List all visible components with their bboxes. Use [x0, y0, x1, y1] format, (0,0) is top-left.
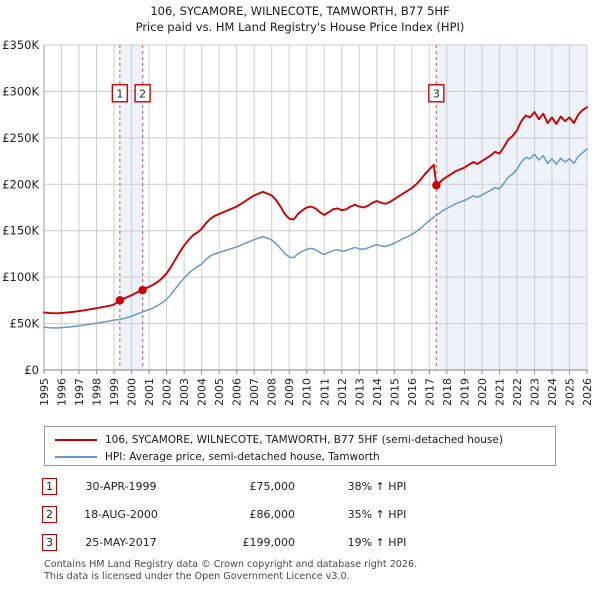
price-history-chart: £0 £50K £100K £150K £200K £250K £300K £350K 1995…: [2, 38, 594, 406]
legend-label-property: 106, SYCAMORE, WILNECOTE, TAMWORTH, B77 …: [105, 433, 503, 446]
legend-swatch-property: [55, 438, 97, 441]
txn-hpi-1: 38% ↑ HPI: [347, 479, 407, 493]
txn-badge-1: 1: [42, 477, 57, 495]
txn-date-2: 18-AUG-2000: [84, 507, 158, 521]
chart-legend: 106, SYCAMORE, WILNECOTE, TAMWORTH, B77 …: [44, 426, 556, 466]
y-tick-label: £0: [24, 363, 39, 377]
x-tick-label: 1999: [108, 378, 121, 406]
x-tick-label: 2014: [371, 378, 384, 406]
marker-box-1: [111, 84, 129, 103]
legend-label-hpi: HPI: Average price, semi-detached house,…: [105, 450, 380, 463]
title-line-1: 106, SYCAMORE, WILNECOTE, TAMWORTH, B77 …: [150, 4, 450, 18]
x-tick-label: 1995: [38, 378, 51, 406]
marker-label-1: 1: [116, 87, 123, 100]
x-tick-label: 1998: [91, 378, 104, 406]
x-tick-label: 2024: [546, 378, 559, 406]
sale-point-2: [138, 285, 147, 295]
x-tick-label: 2004: [196, 378, 209, 406]
y-tick-label: £200K: [2, 177, 39, 191]
footer-attribution: Contains HM Land Registry data © Crown c…: [44, 559, 584, 582]
x-tick-label: 2013: [353, 378, 366, 406]
table-row: 1 30-APR-1999 £75,000 38% ↑ HPI: [42, 472, 472, 500]
y-tick-label: £150K: [2, 224, 39, 238]
x-tick-label: 2009: [283, 378, 296, 406]
x-tick-label: 1997: [73, 378, 86, 406]
title-line-2: Price paid vs. HM Land Registry's House …: [135, 20, 465, 34]
x-tick-label: 2015: [388, 378, 401, 406]
x-tick-label: 2016: [406, 378, 419, 406]
table-row: 2 18-AUG-2000 £86,000 35% ↑ HPI: [42, 500, 472, 528]
txn-date-3: 25-MAY-2017: [85, 535, 157, 549]
y-tick-label: £250K: [2, 131, 39, 145]
txn-badge-2: 2: [42, 505, 57, 523]
y-tick-label: £100K: [2, 270, 39, 284]
legend-item-property: 106, SYCAMORE, WILNECOTE, TAMWORTH, B77 …: [51, 431, 555, 448]
x-tick-label: 2000: [126, 378, 139, 406]
txn-price-1: £75,000: [249, 479, 296, 493]
txn-price-3: £199,000: [242, 535, 296, 549]
x-tick-label: 2006: [231, 378, 244, 406]
x-tick-label: 2018: [441, 378, 454, 406]
x-tick-label: 2012: [336, 378, 349, 406]
sale-point-1: [115, 296, 125, 305]
txn-badge-3: 3: [42, 533, 57, 551]
marker-box-2: [134, 84, 151, 103]
txn-hpi-2: 35% ↑ HPI: [347, 507, 407, 521]
x-tick-label: 2001: [143, 378, 156, 406]
txn-date-1: 30-APR-1999: [85, 479, 157, 493]
x-tick-label: 2003: [178, 378, 191, 406]
y-tick-label: £300K: [2, 84, 39, 98]
y-tick-label: £350K: [2, 38, 39, 52]
property-price-line: [43, 106, 588, 315]
x-tick-label: 2021: [493, 378, 506, 406]
sale-point-3: [432, 181, 441, 190]
txn-hpi-3: 19% ↑ HPI: [347, 535, 407, 549]
y-tick-label: £50K: [10, 317, 40, 331]
x-tick-label: 2026: [581, 378, 594, 406]
legend-item-hpi: HPI: Average price, semi-detached house,…: [51, 448, 555, 465]
x-tick-label: 2022: [511, 378, 524, 406]
legend-swatch-hpi: [55, 455, 97, 458]
marker-label-2: 2: [139, 87, 146, 100]
x-tick-label: 2007: [248, 378, 261, 406]
x-tick-label: 2020: [476, 378, 489, 406]
x-tick-label: 2002: [161, 378, 174, 406]
transactions-table: 1 30-APR-1999 £75,000 38% ↑ HPI 2 18-AUG…: [42, 472, 472, 556]
x-tick-label: 1996: [56, 378, 69, 406]
x-tick-label: 2019: [458, 378, 471, 406]
hpi-average-line: [43, 148, 588, 329]
x-tick-label: 2011: [318, 378, 331, 406]
marker-label-3: 3: [433, 87, 440, 100]
x-tick-label: 2010: [301, 378, 314, 406]
marker-box-3: [428, 84, 445, 103]
footer-line-2: This data is licensed under the Open Gov…: [44, 570, 350, 582]
x-tick-label: 2025: [563, 378, 576, 406]
shaded-band-2: [436, 45, 587, 370]
table-row: 3 25-MAY-2017 £199,000 19% ↑ HPI: [42, 528, 472, 556]
footer-line-1: Contains HM Land Registry data © Crown c…: [44, 559, 418, 570]
txn-price-2: £86,000: [249, 507, 296, 521]
page-title: 106, SYCAMORE, WILNECOTE, TAMWORTH, B77 …: [0, 3, 600, 35]
x-tick-label: 2008: [266, 378, 279, 406]
x-tick-label: 2005: [213, 378, 226, 406]
x-tick-label: 2023: [528, 378, 541, 406]
x-tick-label: 2017: [423, 378, 436, 406]
